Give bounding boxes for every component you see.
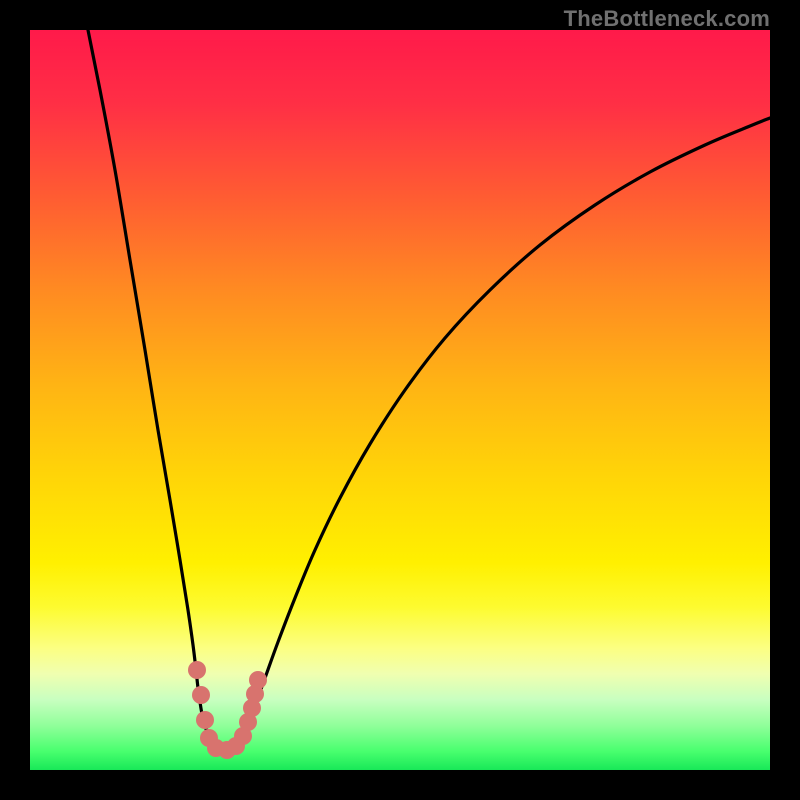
bottleneck-curve (88, 30, 770, 750)
chart-svg (30, 30, 770, 770)
chart-frame: TheBottleneck.com (0, 0, 800, 800)
plot-area (30, 30, 770, 770)
watermark-text: TheBottleneck.com (564, 6, 770, 32)
marker-dot (192, 686, 210, 704)
marker-dot (196, 711, 214, 729)
marker-dot (188, 661, 206, 679)
marker-dot (249, 671, 267, 689)
